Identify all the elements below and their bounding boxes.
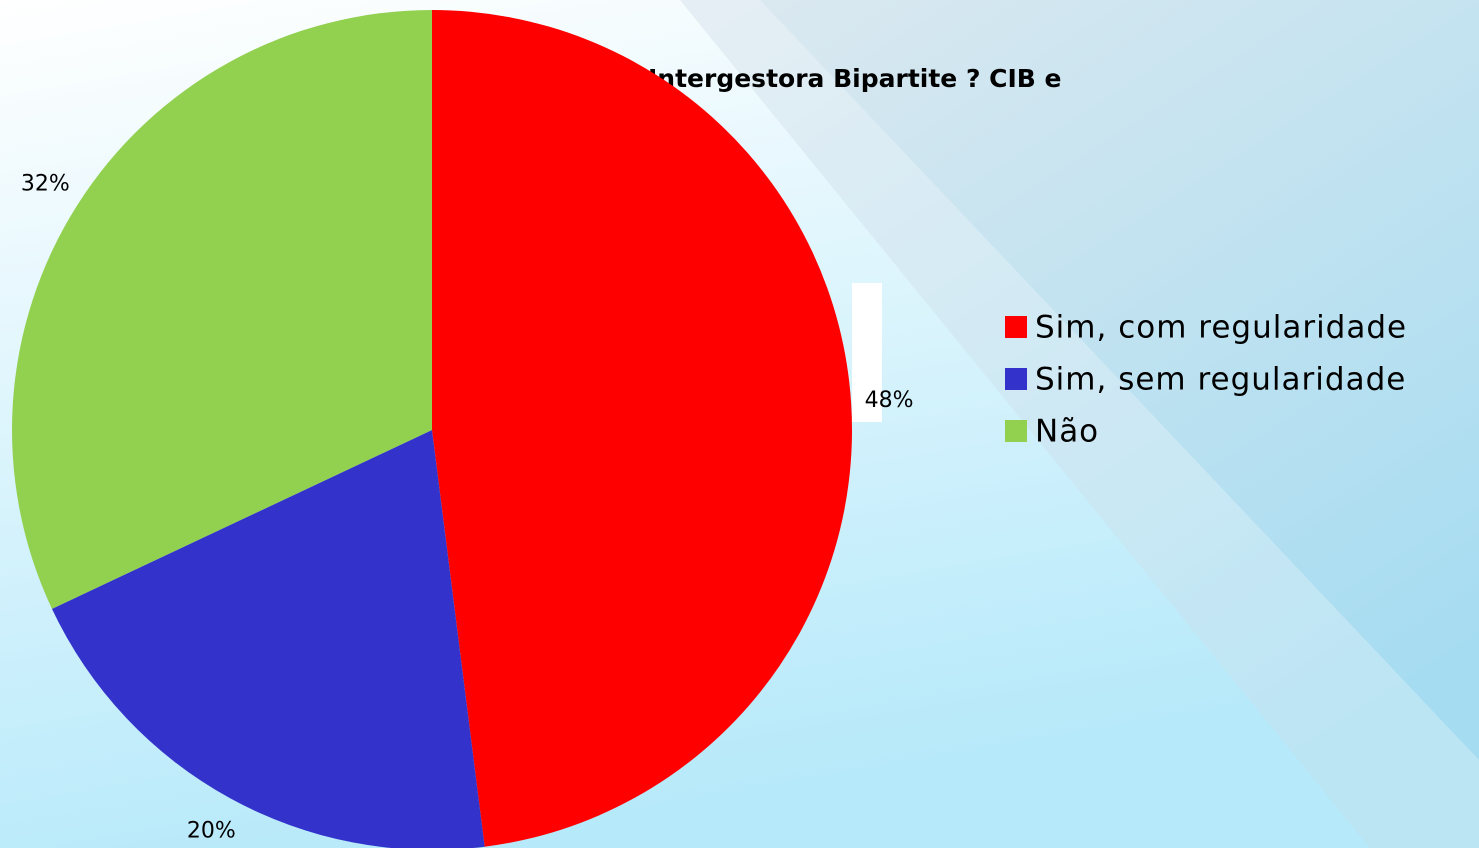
background-panel bbox=[680, 0, 1479, 848]
chart-title: Intergestora Bipartite ? CIB e bbox=[648, 64, 1062, 93]
data-label: 48% bbox=[865, 388, 914, 413]
pie-slice bbox=[432, 10, 853, 847]
legend-label: Sim, sem regularidade bbox=[1035, 362, 1406, 398]
legend-label: Sim, com regularidade bbox=[1035, 310, 1407, 346]
background-stripe bbox=[680, 0, 1479, 848]
legend-label: Não bbox=[1035, 414, 1099, 450]
legend-swatch bbox=[1005, 368, 1027, 390]
pie-slice bbox=[51, 430, 485, 848]
data-label: 32% bbox=[21, 172, 70, 197]
pie: 48% 20% 32% bbox=[11, 10, 914, 848]
legend: Sim, com regularidade Sim, sem regularida… bbox=[1005, 310, 1407, 450]
pie-slice bbox=[11, 10, 433, 609]
legend-swatch bbox=[1005, 420, 1027, 442]
legend-swatch bbox=[1005, 316, 1027, 338]
plot-area bbox=[852, 283, 882, 422]
data-label: 20% bbox=[187, 818, 236, 843]
